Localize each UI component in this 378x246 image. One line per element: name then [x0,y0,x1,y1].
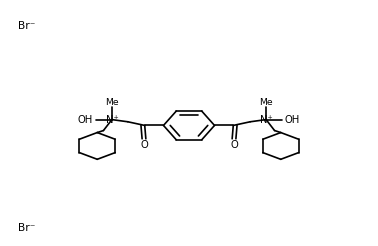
Text: OH: OH [285,115,300,124]
Text: O: O [140,140,148,150]
Text: N⁺: N⁺ [105,115,118,124]
Text: N⁺: N⁺ [260,115,273,124]
Text: OH: OH [78,115,93,124]
Text: Br⁻: Br⁻ [18,223,36,232]
Text: Br⁻: Br⁻ [18,21,36,31]
Text: Me: Me [259,98,273,107]
Text: O: O [230,140,238,150]
Text: Me: Me [105,98,119,107]
